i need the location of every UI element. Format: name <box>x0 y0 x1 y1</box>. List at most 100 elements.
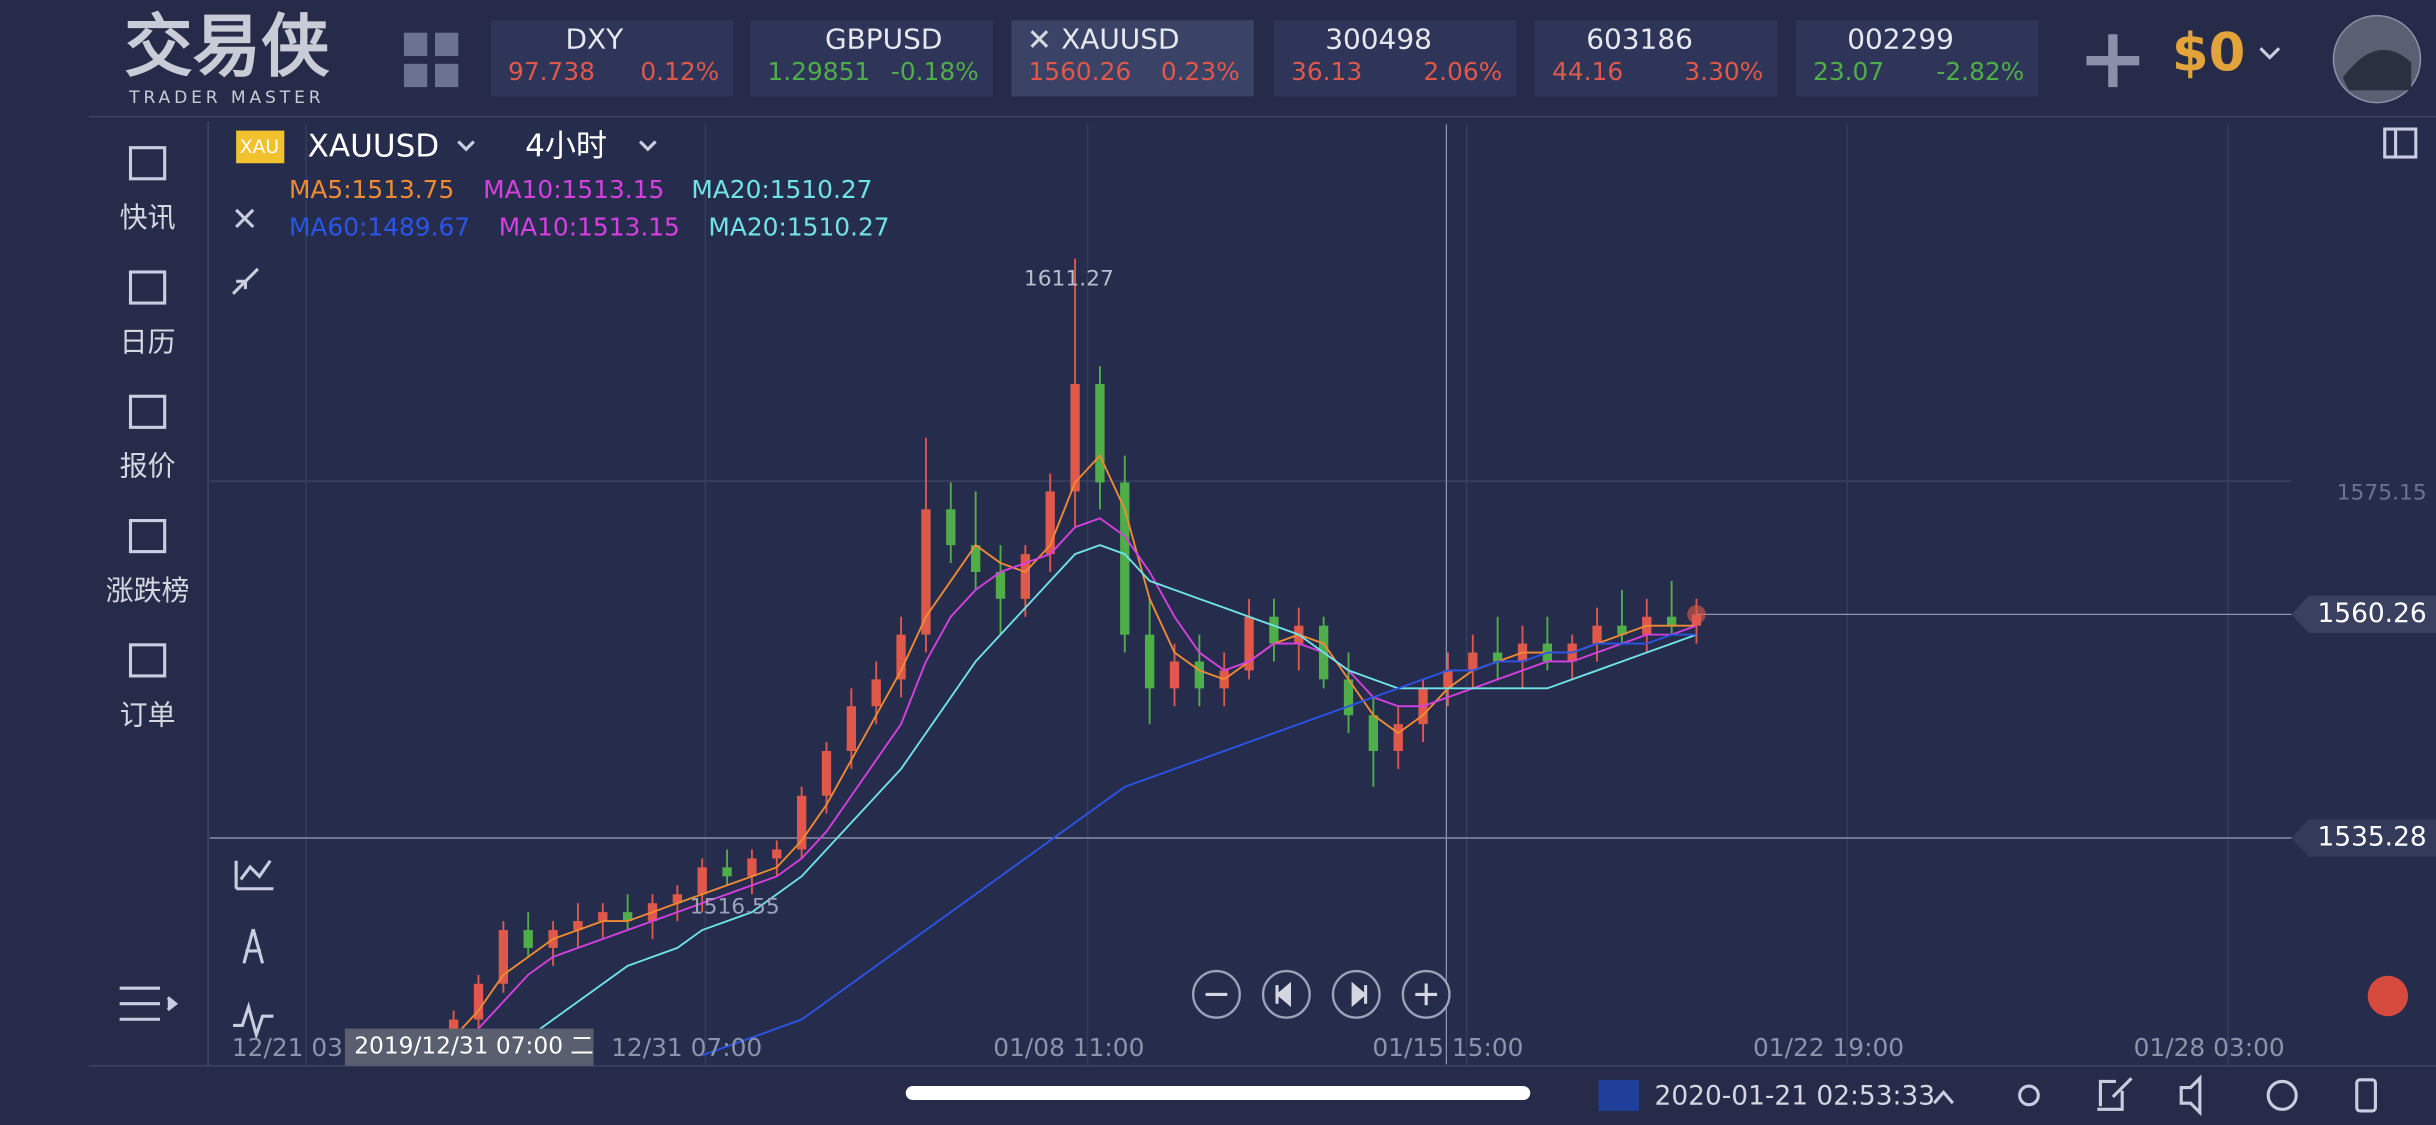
flag-icon <box>1598 1079 1640 1111</box>
ticker-price[interactable]: 97.738 <box>508 57 595 86</box>
footer-icons[interactable] <box>2018 1074 2377 1117</box>
symbol-caret[interactable] <box>457 140 475 152</box>
candle-body <box>1269 616 1279 644</box>
ticker-close[interactable] <box>1030 30 1049 48</box>
candle-body <box>1492 652 1503 662</box>
nav-glyph[interactable] <box>1415 983 1438 1006</box>
symbol-badge <box>236 130 285 164</box>
sidebar-label[interactable]: 报价 <box>120 450 176 483</box>
fullscreen-icon[interactable] <box>2383 127 2418 159</box>
ticker-change[interactable]: 0.12% <box>640 57 719 86</box>
symbol[interactable]: XAUUSD <box>308 129 440 165</box>
candle-body <box>846 706 857 751</box>
candle-body <box>921 509 931 635</box>
sidebar-label[interactable]: 日历 <box>120 325 176 358</box>
ticker-price[interactable]: 44.16 <box>1552 57 1623 86</box>
nav-glyph[interactable] <box>1275 981 1292 1008</box>
ticker-change[interactable]: 2.06% <box>1423 57 1502 86</box>
close-indicators[interactable] <box>235 208 255 229</box>
legend-entry: MA10:1513.15 <box>483 175 664 204</box>
sidebar-icon[interactable] <box>128 643 167 678</box>
candle-body <box>1120 482 1130 635</box>
ticker-change[interactable]: 0.23% <box>1161 57 1240 86</box>
candle-body <box>473 983 484 1020</box>
y-tick-label: 1575.15 <box>2337 481 2427 506</box>
balance-caret[interactable] <box>2259 47 2281 60</box>
ticker-symbol[interactable]: GBPUSD <box>825 22 942 55</box>
more-menu[interactable] <box>119 986 179 1021</box>
candle-body <box>1393 724 1403 751</box>
candle-body <box>697 867 707 895</box>
x-tick-label: 01/22 19:00 <box>1753 1033 1904 1062</box>
balance[interactable]: $0 <box>2172 23 2246 84</box>
sidebar-icon[interactable] <box>128 270 167 305</box>
ticker-price[interactable]: 36.13 <box>1291 57 1362 86</box>
candle-body <box>622 912 633 922</box>
candle-body <box>722 867 732 877</box>
ticker-symbol[interactable]: XAUUSD <box>1061 22 1179 55</box>
ticker-price[interactable]: 23.07 <box>1813 57 1884 86</box>
ticker-box[interactable] <box>1011 20 1254 97</box>
interval[interactable]: 4小时 <box>525 129 607 165</box>
ticker-box[interactable] <box>750 20 993 97</box>
sidebar-icon[interactable] <box>128 394 167 429</box>
candle-body <box>821 751 832 796</box>
current-price-dot <box>1687 605 1706 624</box>
ticker-change[interactable]: -2.82% <box>1936 57 2024 86</box>
alert-button[interactable] <box>2367 975 2409 1017</box>
candle-body <box>672 894 683 904</box>
nav-glyph[interactable] <box>1351 981 1368 1008</box>
chart-tools[interactable] <box>233 859 274 1041</box>
legend-entry: MA20:1510.27 <box>708 212 889 241</box>
sidebar-label[interactable]: 快讯 <box>120 201 176 234</box>
sidebar-label[interactable]: 涨跌榜 <box>106 574 190 607</box>
ticker-price[interactable]: 1560.26 <box>1028 57 1131 86</box>
ma-line <box>452 517 1697 1056</box>
candle-body <box>772 849 782 859</box>
x-tick-label: 01/28 03:00 <box>2134 1033 2285 1062</box>
ticker-change[interactable]: 3.30% <box>1684 57 1763 86</box>
candle-body <box>1045 491 1055 555</box>
grid-menu-icon[interactable] <box>403 32 459 88</box>
ma-line <box>701 633 1697 1057</box>
candle-body <box>946 509 956 546</box>
ticker-box[interactable] <box>490 20 734 97</box>
ticker-change[interactable]: -0.18% <box>891 57 979 86</box>
candle-body <box>796 795 807 850</box>
chart-panel <box>209 121 2436 1066</box>
ticker-price[interactable]: 1.29851 <box>767 57 870 86</box>
avatar-image <box>2342 49 2412 91</box>
ticker-box[interactable] <box>1273 20 1517 97</box>
datetime-caret[interactable] <box>1933 1089 1955 1105</box>
x-tick-label: 12/31 07:00 <box>611 1033 762 1062</box>
y-tick-label: 1535.28 <box>2317 822 2426 853</box>
collapse-icon[interactable] <box>231 267 259 295</box>
ticker-symbol[interactable]: DXY <box>565 22 624 55</box>
candle-body <box>1169 661 1180 689</box>
candle-body <box>1592 625 1602 644</box>
home-indicator <box>905 1086 1531 1101</box>
y-tick-box <box>2291 819 2436 857</box>
ticker-symbol[interactable]: 300498 <box>1325 22 1432 55</box>
low-annotation: 1516.55 <box>690 894 780 919</box>
x-tick-label: 01/08 11:00 <box>993 1033 1144 1062</box>
interval-caret[interactable] <box>638 140 657 152</box>
add-button[interactable] <box>2086 34 2140 88</box>
ticker-box[interactable] <box>1795 20 2039 97</box>
crosshair-label-box <box>344 1028 594 1066</box>
candle-body <box>523 930 533 948</box>
sidebar-icon[interactable] <box>128 146 167 181</box>
candle-body <box>871 679 881 707</box>
crosshair-label: 2019/12/31 07:00 二 <box>354 1033 594 1060</box>
legend-entry: MA20:1510.27 <box>691 175 872 204</box>
ticker-symbol[interactable]: 603186 <box>1586 22 1693 55</box>
sidebar-label[interactable]: 订单 <box>120 698 176 731</box>
ticker-symbol[interactable]: 002299 <box>1847 22 1954 55</box>
sidebar-icon[interactable] <box>128 519 167 554</box>
candle-body <box>498 930 509 984</box>
ticker-box[interactable] <box>1534 20 1778 97</box>
x-tick-label: 01/15 15:00 <box>1372 1033 1523 1062</box>
ma-line <box>502 544 1697 1065</box>
candle-body <box>598 912 608 922</box>
